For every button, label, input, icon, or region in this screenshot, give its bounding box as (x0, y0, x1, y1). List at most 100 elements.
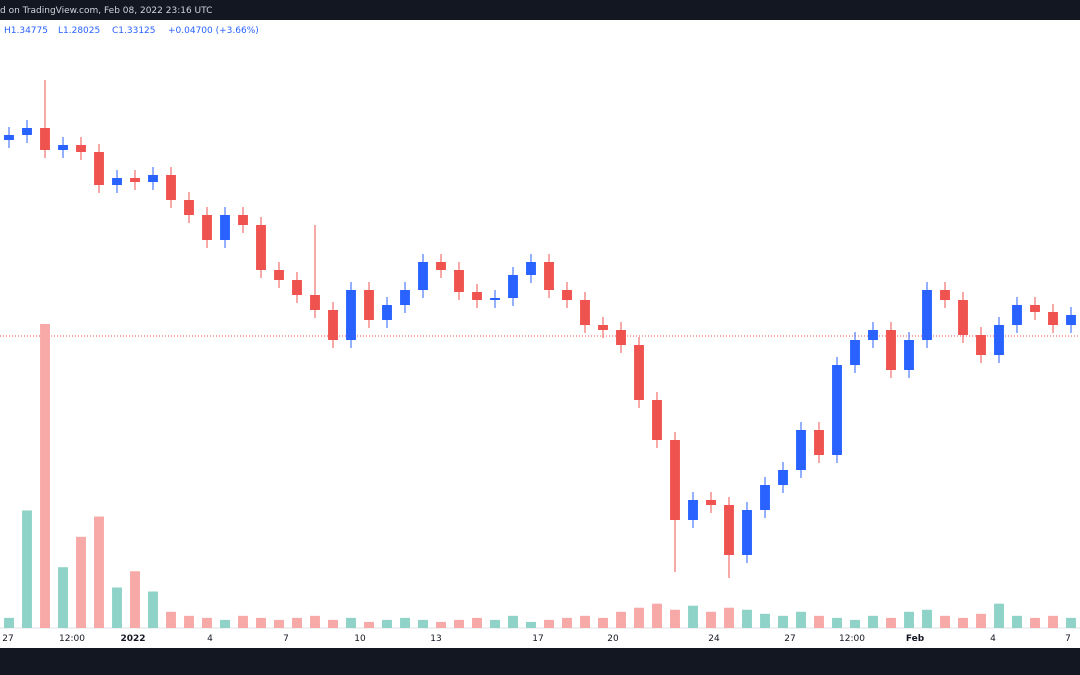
x-tick-label: 4 (990, 634, 996, 644)
candle-body (940, 290, 950, 300)
candle-body (598, 325, 608, 330)
candle-body (4, 135, 14, 140)
volume-bar (40, 324, 50, 628)
candle-body (256, 225, 266, 270)
candle-body (508, 275, 518, 298)
volume-bar (742, 609, 752, 628)
volume-bar (868, 615, 878, 628)
candle-body (184, 200, 194, 215)
volume-bar (22, 510, 32, 628)
volume-bar (4, 617, 14, 628)
volume-bar (706, 611, 716, 628)
candle-body (958, 300, 968, 335)
x-tick-label: 4 (207, 634, 213, 644)
volume-bar (922, 609, 932, 628)
candle-body (130, 178, 140, 182)
candle-body (76, 145, 86, 152)
x-tick-label: 27 (2, 634, 13, 644)
candle-body (580, 300, 590, 325)
volume-bar (940, 615, 950, 628)
candle-body (112, 178, 122, 185)
source-text: d on TradingView.com, Feb 08, 2022 23:16… (0, 6, 212, 16)
volume-bar (994, 603, 1004, 628)
candle-body (1066, 315, 1076, 325)
volume-bar (490, 619, 500, 628)
volume-bar (202, 617, 212, 628)
volume-bar (976, 613, 986, 628)
candle-body (544, 262, 554, 290)
volume-bar (418, 619, 428, 628)
candle-body (922, 290, 932, 340)
candle-body (994, 325, 1004, 355)
candle-body (58, 145, 68, 150)
volume-bar (508, 615, 518, 628)
volume-bar (958, 617, 968, 628)
volume-bar (292, 617, 302, 628)
candle-body (526, 262, 536, 275)
ohlc-value: +0.04700 (+3.66%) (168, 26, 259, 36)
volume-bar (814, 615, 824, 628)
x-tick-label: 17 (532, 634, 543, 644)
candle-body (778, 470, 788, 485)
candle-body (904, 340, 914, 370)
candle-body (760, 485, 770, 510)
volume-bar (688, 605, 698, 628)
volume-bar (886, 617, 896, 628)
candle-body (688, 500, 698, 520)
volume-bar (166, 611, 176, 628)
volume-bar (130, 571, 140, 628)
volume-bar (544, 619, 554, 628)
candle-body (364, 290, 374, 320)
volume-bar (1030, 617, 1040, 628)
x-tick-label: 24 (708, 634, 720, 644)
volume-bar (400, 617, 410, 628)
x-tick-label: 13 (430, 634, 441, 644)
x-tick-label: 27 (784, 634, 795, 644)
candle-body (436, 262, 446, 270)
volume-bar (256, 617, 266, 628)
volume-bar (796, 611, 806, 628)
candle-body (382, 305, 392, 320)
candle-body (670, 440, 680, 520)
volume-bar (1012, 615, 1022, 628)
candle-body (292, 280, 302, 295)
volume-bar (904, 611, 914, 628)
top-bar (0, 0, 1080, 20)
volume-bar (58, 567, 68, 628)
volume-bar (616, 611, 626, 628)
candle-body (310, 295, 320, 310)
candle-body (832, 365, 842, 455)
volume-bar (94, 516, 104, 628)
ohlc-value: C1.33125 (112, 26, 156, 36)
volume-bar (238, 615, 248, 628)
volume-bar (1066, 617, 1076, 628)
volume-bar (346, 617, 356, 628)
candle-body (814, 430, 824, 455)
candle-body (148, 175, 158, 182)
x-tick-label: 7 (1065, 634, 1071, 644)
candle-body (616, 330, 626, 345)
candle-body (346, 290, 356, 340)
candle-body (274, 270, 284, 280)
candle-body (976, 335, 986, 355)
volume-bar (274, 619, 284, 628)
candle-body (94, 152, 104, 185)
candle-body (1030, 305, 1040, 312)
volume-bar (382, 619, 392, 628)
candle-body (652, 400, 662, 440)
volume-bar (634, 607, 644, 628)
x-tick-label: 10 (354, 634, 366, 644)
volume-bar (220, 619, 230, 628)
candle-body (328, 310, 338, 340)
candle-body (166, 175, 176, 200)
candle-body (850, 340, 860, 365)
candle-body (724, 505, 734, 555)
volume-bar (724, 607, 734, 628)
candle-body (454, 270, 464, 292)
x-tick-label: 20 (607, 634, 619, 644)
volume-bar (454, 619, 464, 628)
candle-body (562, 290, 572, 300)
candle-body (886, 330, 896, 370)
x-tick-label: Feb (906, 634, 925, 644)
